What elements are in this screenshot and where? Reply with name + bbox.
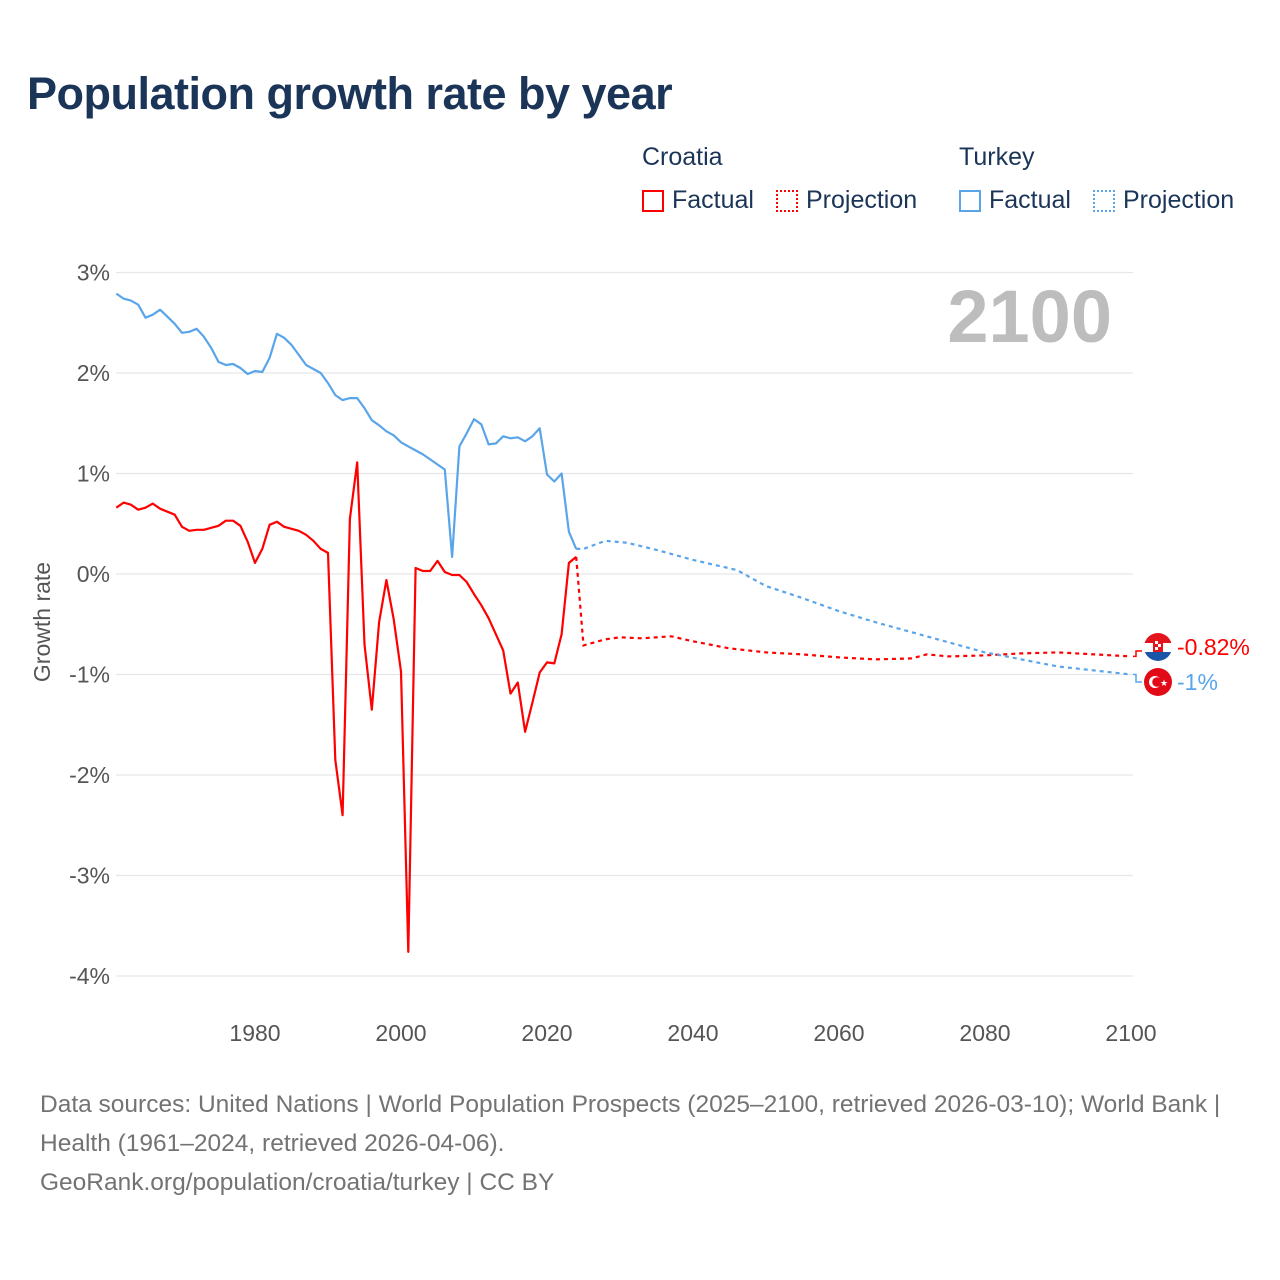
y-tick-label: 3%: [77, 260, 110, 286]
legend-croatia-factual[interactable]: Factual: [642, 186, 754, 215]
legend-swatch-solid: [642, 189, 664, 212]
y-tick-label: -2%: [69, 762, 110, 788]
croatia-factual-line: [115, 461, 577, 954]
footer-sources: Data sources: United Nations | World Pop…: [40, 1091, 1221, 1157]
legend-label: Projection: [806, 186, 918, 214]
x-tick-label: 1980: [229, 1020, 280, 1046]
croatia-label-connector: [1133, 650, 1142, 658]
y-tick-label: -1%: [69, 662, 110, 688]
chart-title: Population growth rate by year: [27, 68, 673, 119]
y-tick-label: -4%: [69, 963, 110, 989]
y-tick-label: 0%: [77, 561, 110, 587]
legend-swatch-dotted: [1093, 189, 1115, 212]
footer-credit[interactable]: GeoRank.org/population/croatia/turkey | …: [40, 1169, 555, 1196]
x-tick-label: 2100: [1105, 1020, 1156, 1046]
legend-turkey-projection[interactable]: Projection: [1093, 186, 1234, 215]
y-tick-label: -3%: [69, 863, 110, 889]
legend-label: Factual: [672, 186, 754, 214]
x-tick-label: 2080: [959, 1020, 1010, 1046]
y-axis-label: Growth rate: [29, 562, 55, 682]
turkey-end-label: -1%: [1177, 669, 1218, 695]
x-tick-label: 2060: [813, 1020, 864, 1046]
legend-group-croatia: Croatia: [642, 143, 723, 171]
x-tick-label: 2020: [521, 1020, 572, 1046]
turkey-flag-icon: ★: [1144, 668, 1172, 696]
croatia-end-label: -0.82%: [1177, 634, 1250, 660]
legend-group-turkey: Turkey: [959, 143, 1035, 171]
legend-label: Factual: [989, 186, 1071, 214]
croatia-projection-line: [575, 556, 1132, 661]
legend-swatch-dotted: [776, 189, 798, 212]
svg-text:★: ★: [1160, 678, 1168, 688]
x-tick-label: 2000: [375, 1020, 426, 1046]
legend-turkey-factual[interactable]: Factual: [959, 186, 1071, 215]
y-tick-label: 2%: [77, 360, 110, 386]
year-display: 2100: [947, 275, 1112, 358]
x-tick-label: 2040: [667, 1020, 718, 1046]
legend-label: Projection: [1123, 186, 1235, 214]
legend-swatch-solid: [959, 189, 981, 212]
y-tick-label: 1%: [77, 461, 110, 487]
turkey-factual-line: [115, 292, 578, 559]
turkey-projection-line: [576, 539, 1132, 676]
croatia-flag-icon: [1144, 633, 1172, 661]
turkey-label-connector: [1133, 673, 1142, 683]
legend-croatia-projection[interactable]: Projection: [776, 186, 917, 215]
